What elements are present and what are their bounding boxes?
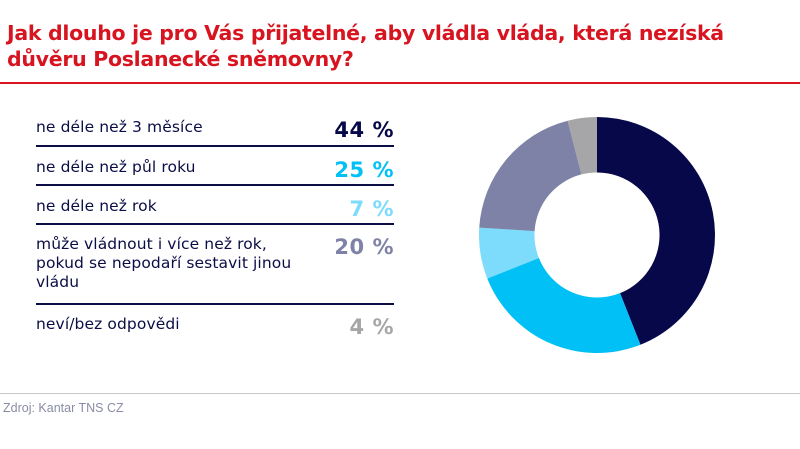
donut-slices xyxy=(479,117,715,353)
donut-slice xyxy=(597,117,715,345)
footer-divider xyxy=(0,393,800,394)
legend-table: ne déle než 3 měsíce 44 % ne déle než pů… xyxy=(36,110,394,343)
legend-label: ne déle než půl roku xyxy=(36,158,196,176)
chart-title: Jak dlouho je pro Vás přijatelné, aby vl… xyxy=(7,21,724,71)
title-divider xyxy=(0,82,800,84)
legend-value: 4 % xyxy=(349,315,394,339)
legend-row: ne déle než 3 měsíce 44 % xyxy=(36,110,394,147)
legend-value: 7 % xyxy=(349,197,394,221)
donut-slice xyxy=(567,117,597,175)
donut-slice xyxy=(487,258,641,353)
legend-label: může vládnout i více než rok, pokud se n… xyxy=(36,235,292,291)
donut-slice xyxy=(479,227,539,279)
legend-row: může vládnout i více než rok, pokud se n… xyxy=(36,225,394,305)
legend-label: ne déle než rok xyxy=(36,197,157,215)
source-note: Zdroj: Kantar TNS CZ xyxy=(3,401,124,415)
legend-row: neví/bez odpovědi 4 % xyxy=(36,305,394,343)
legend-row: ne déle než půl roku 25 % xyxy=(36,147,394,186)
legend-label: neví/bez odpovědi xyxy=(36,315,180,333)
donut-slice xyxy=(479,120,582,232)
legend-value: 44 % xyxy=(334,118,394,142)
donut-chart xyxy=(479,117,715,353)
legend-label: ne déle než 3 měsíce xyxy=(36,118,203,136)
legend-row: ne déle než rok 7 % xyxy=(36,186,394,225)
legend-value: 25 % xyxy=(334,158,394,182)
legend-value: 20 % xyxy=(334,235,394,259)
